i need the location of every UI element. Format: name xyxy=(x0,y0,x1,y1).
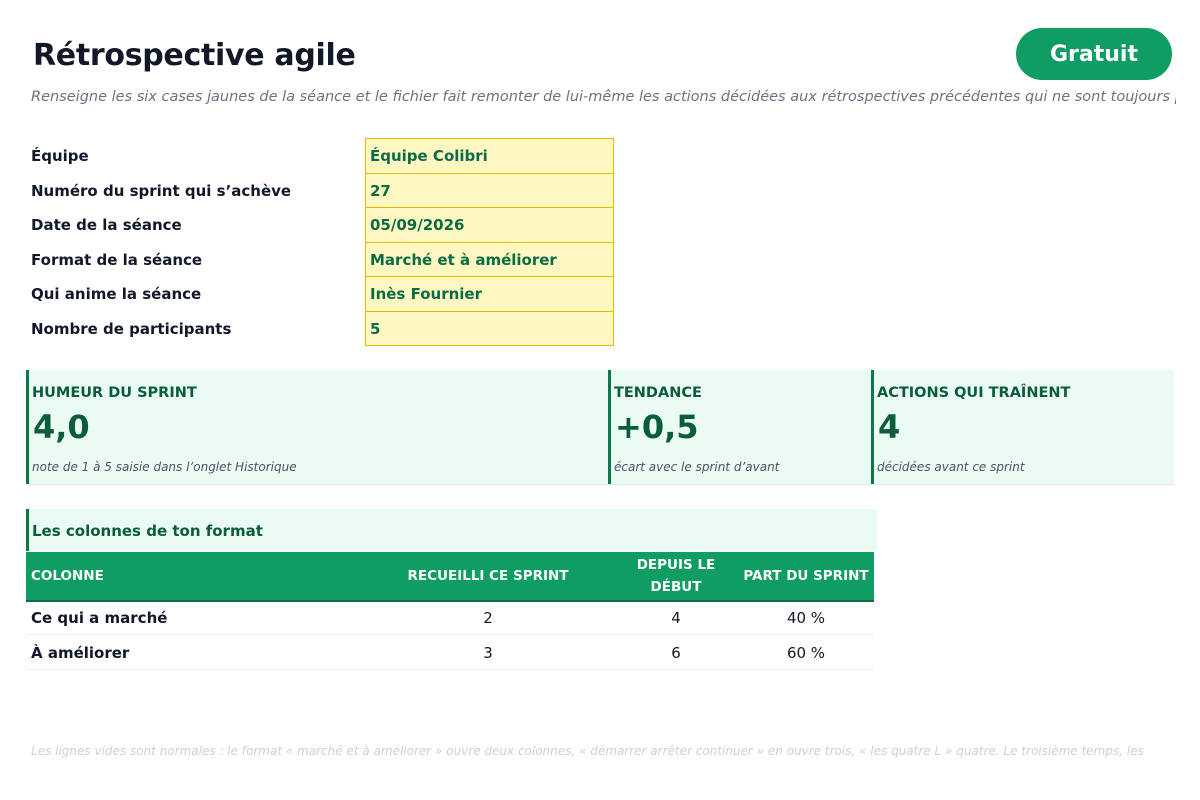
columns-table-header: COLONNE RECUEILLI CE SPRINT DEPUIS LE DÉ… xyxy=(26,552,874,602)
row-since-count: 4 xyxy=(671,609,681,627)
kpi-note: note de 1 à 5 saisie dans l’onglet Histo… xyxy=(32,460,297,474)
kpi-value: 4 xyxy=(878,408,901,446)
kpi-note: écart avec le sprint d’avant xyxy=(614,460,780,474)
form-row-date: Date de la séance 05/09/2026 xyxy=(0,207,640,242)
format-input[interactable]: Marché et à améliorer xyxy=(365,241,614,276)
participants-input[interactable]: 5 xyxy=(365,310,614,346)
form-row-participants: Nombre de participants 5 xyxy=(0,310,640,346)
kpi-value: +0,5 xyxy=(615,408,699,446)
form-row-format: Format de la séance Marché et à améliore… xyxy=(0,241,640,276)
row-sprint-count: 2 xyxy=(483,609,493,627)
date-input[interactable]: 05/09/2026 xyxy=(365,207,614,242)
page-subtitle: Renseigne les six cases jaunes de la séa… xyxy=(31,89,1176,105)
kpi-note: décidées avant ce sprint xyxy=(877,460,1025,474)
header-colonne: COLONNE xyxy=(31,568,104,584)
page-title: Rétrospective agile xyxy=(33,38,356,73)
kpi-tendance: TENDANCE +0,5 écart avec le sprint d’ava… xyxy=(608,370,872,484)
form-row-animateur: Qui anime la séance Inès Fournier xyxy=(0,276,640,311)
row-share: 40 % xyxy=(786,609,826,627)
section-title: Les colonnes de ton format xyxy=(32,522,263,540)
kpi-label: HUMEUR DU SPRINT xyxy=(32,385,197,401)
gratuit-badge[interactable]: Gratuit xyxy=(1016,28,1172,80)
row-name: Ce qui a marché xyxy=(31,609,168,627)
form-row-sprint: Numéro du sprint qui s’achève 27 xyxy=(0,172,640,207)
footnote: Les lignes vides sont normales : le form… xyxy=(31,744,1144,758)
kpi-label: ACTIONS QUI TRAÎNENT xyxy=(877,385,1071,401)
field-label: Numéro du sprint qui s’achève xyxy=(31,181,292,200)
row-share: 60 % xyxy=(786,644,826,662)
kpi-actions: ACTIONS QUI TRAÎNENT 4 décidées avant ce… xyxy=(871,370,1174,484)
table-row: Ce qui a marché 2 4 40 % xyxy=(26,600,874,635)
field-label: Format de la séance xyxy=(31,250,203,269)
kpi-humeur: HUMEUR DU SPRINT 4,0 note de 1 à 5 saisi… xyxy=(26,370,609,484)
header-depuis-debut: DEPUIS LE DÉBUT xyxy=(616,552,736,600)
kpi-panel: HUMEUR DU SPRINT 4,0 note de 1 à 5 saisi… xyxy=(26,370,1174,485)
field-label: Qui anime la séance xyxy=(31,285,202,303)
header-depuis-line2: DÉBUT xyxy=(650,579,702,595)
header-recueilli: RECUEILLI CE SPRINT xyxy=(407,568,569,584)
row-sprint-count: 3 xyxy=(483,644,493,662)
field-label: Nombre de participants xyxy=(31,319,232,338)
header-part-sprint: PART DU SPRINT xyxy=(743,568,869,584)
equipe-input[interactable]: Équipe Colibri xyxy=(365,138,614,173)
field-label: Équipe xyxy=(31,147,89,165)
table-row: À améliorer 3 6 60 % xyxy=(26,635,874,670)
header-depuis-line1: DEPUIS LE xyxy=(636,557,716,573)
field-label: Date de la séance xyxy=(31,216,182,234)
kpi-label: TENDANCE xyxy=(614,385,702,401)
animateur-input[interactable]: Inès Fournier xyxy=(365,276,614,311)
columns-section-header: Les colonnes de ton format xyxy=(26,509,877,551)
row-since-count: 6 xyxy=(671,644,681,662)
kpi-value: 4,0 xyxy=(33,408,90,446)
sprint-number-input[interactable]: 27 xyxy=(365,172,614,207)
row-name: À améliorer xyxy=(31,644,130,662)
form-row-equipe: Équipe Équipe Colibri xyxy=(0,138,640,173)
